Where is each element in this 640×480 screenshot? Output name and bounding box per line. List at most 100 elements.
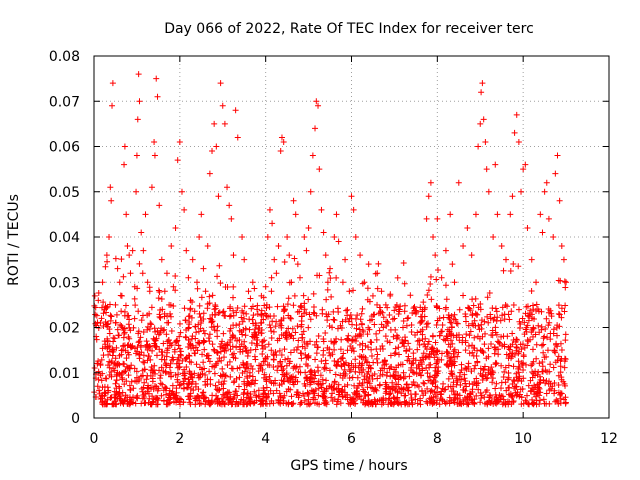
data-point	[197, 314, 204, 321]
data-point	[158, 256, 165, 263]
data-point	[160, 327, 167, 334]
data-point	[233, 398, 240, 405]
data-point	[310, 303, 317, 310]
data-point	[463, 331, 470, 338]
data-point	[100, 310, 107, 317]
data-point	[300, 292, 307, 299]
data-point	[487, 311, 494, 318]
data-point	[252, 346, 259, 353]
data-point	[411, 382, 418, 389]
data-point	[116, 279, 123, 286]
data-point	[562, 356, 569, 363]
data-point	[549, 383, 556, 390]
data-point	[406, 346, 413, 353]
data-point	[383, 372, 390, 379]
data-point	[268, 274, 275, 281]
data-point	[253, 334, 260, 341]
data-point	[304, 389, 311, 396]
data-point	[492, 305, 499, 312]
data-point	[439, 322, 446, 329]
data-point	[259, 345, 266, 352]
data-point	[232, 107, 239, 114]
data-point	[200, 265, 207, 272]
data-point	[398, 390, 405, 397]
data-point	[424, 370, 431, 377]
data-point	[443, 332, 450, 339]
data-point	[268, 397, 275, 404]
data-point	[174, 157, 181, 164]
data-point	[229, 351, 236, 358]
data-point	[472, 295, 479, 302]
data-point	[488, 371, 495, 378]
data-point	[98, 377, 105, 384]
data-point	[162, 384, 169, 391]
data-point	[133, 152, 140, 159]
data-point	[529, 360, 536, 367]
data-point	[539, 363, 546, 370]
data-point	[424, 341, 431, 348]
data-point	[310, 290, 317, 297]
data-point	[121, 161, 128, 168]
data-point	[346, 368, 353, 375]
data-point	[433, 351, 440, 358]
data-point	[364, 384, 371, 391]
data-point	[558, 390, 565, 397]
data-point	[183, 363, 190, 370]
data-point	[278, 331, 285, 338]
data-point	[228, 215, 235, 222]
data-point	[477, 399, 484, 406]
data-point	[487, 370, 494, 377]
data-point	[202, 288, 209, 295]
data-point	[158, 392, 165, 399]
data-point	[339, 279, 346, 286]
data-point	[117, 393, 124, 400]
data-point	[163, 391, 170, 398]
data-point	[220, 330, 227, 337]
data-point	[284, 234, 291, 240]
data-point	[255, 387, 262, 394]
data-point	[401, 280, 408, 287]
data-point	[501, 368, 508, 375]
data-point	[163, 270, 170, 277]
data-point	[317, 381, 324, 388]
data-point	[425, 338, 432, 345]
data-point	[216, 309, 223, 316]
data-point	[408, 321, 415, 328]
data-point	[172, 394, 179, 401]
data-point	[97, 396, 104, 403]
data-point	[533, 279, 540, 286]
data-point	[201, 338, 208, 345]
data-point	[167, 313, 174, 320]
data-point	[387, 373, 394, 380]
data-point	[401, 334, 408, 341]
data-point	[406, 401, 413, 408]
data-point	[331, 317, 338, 324]
data-point	[177, 329, 184, 336]
data-point	[361, 376, 368, 383]
data-point	[309, 152, 316, 159]
data-point	[531, 388, 538, 395]
data-point	[379, 345, 386, 352]
data-point	[314, 380, 321, 387]
data-point	[458, 376, 465, 383]
data-point	[349, 344, 356, 351]
data-point	[514, 391, 521, 398]
data-point	[108, 359, 115, 366]
data-point	[354, 312, 361, 319]
data-point	[434, 368, 441, 375]
data-point	[285, 295, 292, 302]
data-point	[167, 310, 174, 317]
data-point	[352, 356, 359, 363]
data-point	[484, 400, 491, 407]
data-point	[163, 385, 170, 392]
data-point	[545, 215, 552, 222]
data-point	[170, 356, 177, 363]
data-point	[302, 351, 309, 358]
data-point	[288, 279, 295, 286]
data-point	[121, 398, 128, 405]
data-point	[365, 261, 372, 268]
data-point	[290, 335, 297, 342]
data-point	[507, 211, 514, 218]
data-point	[520, 367, 527, 374]
data-point	[429, 400, 436, 407]
